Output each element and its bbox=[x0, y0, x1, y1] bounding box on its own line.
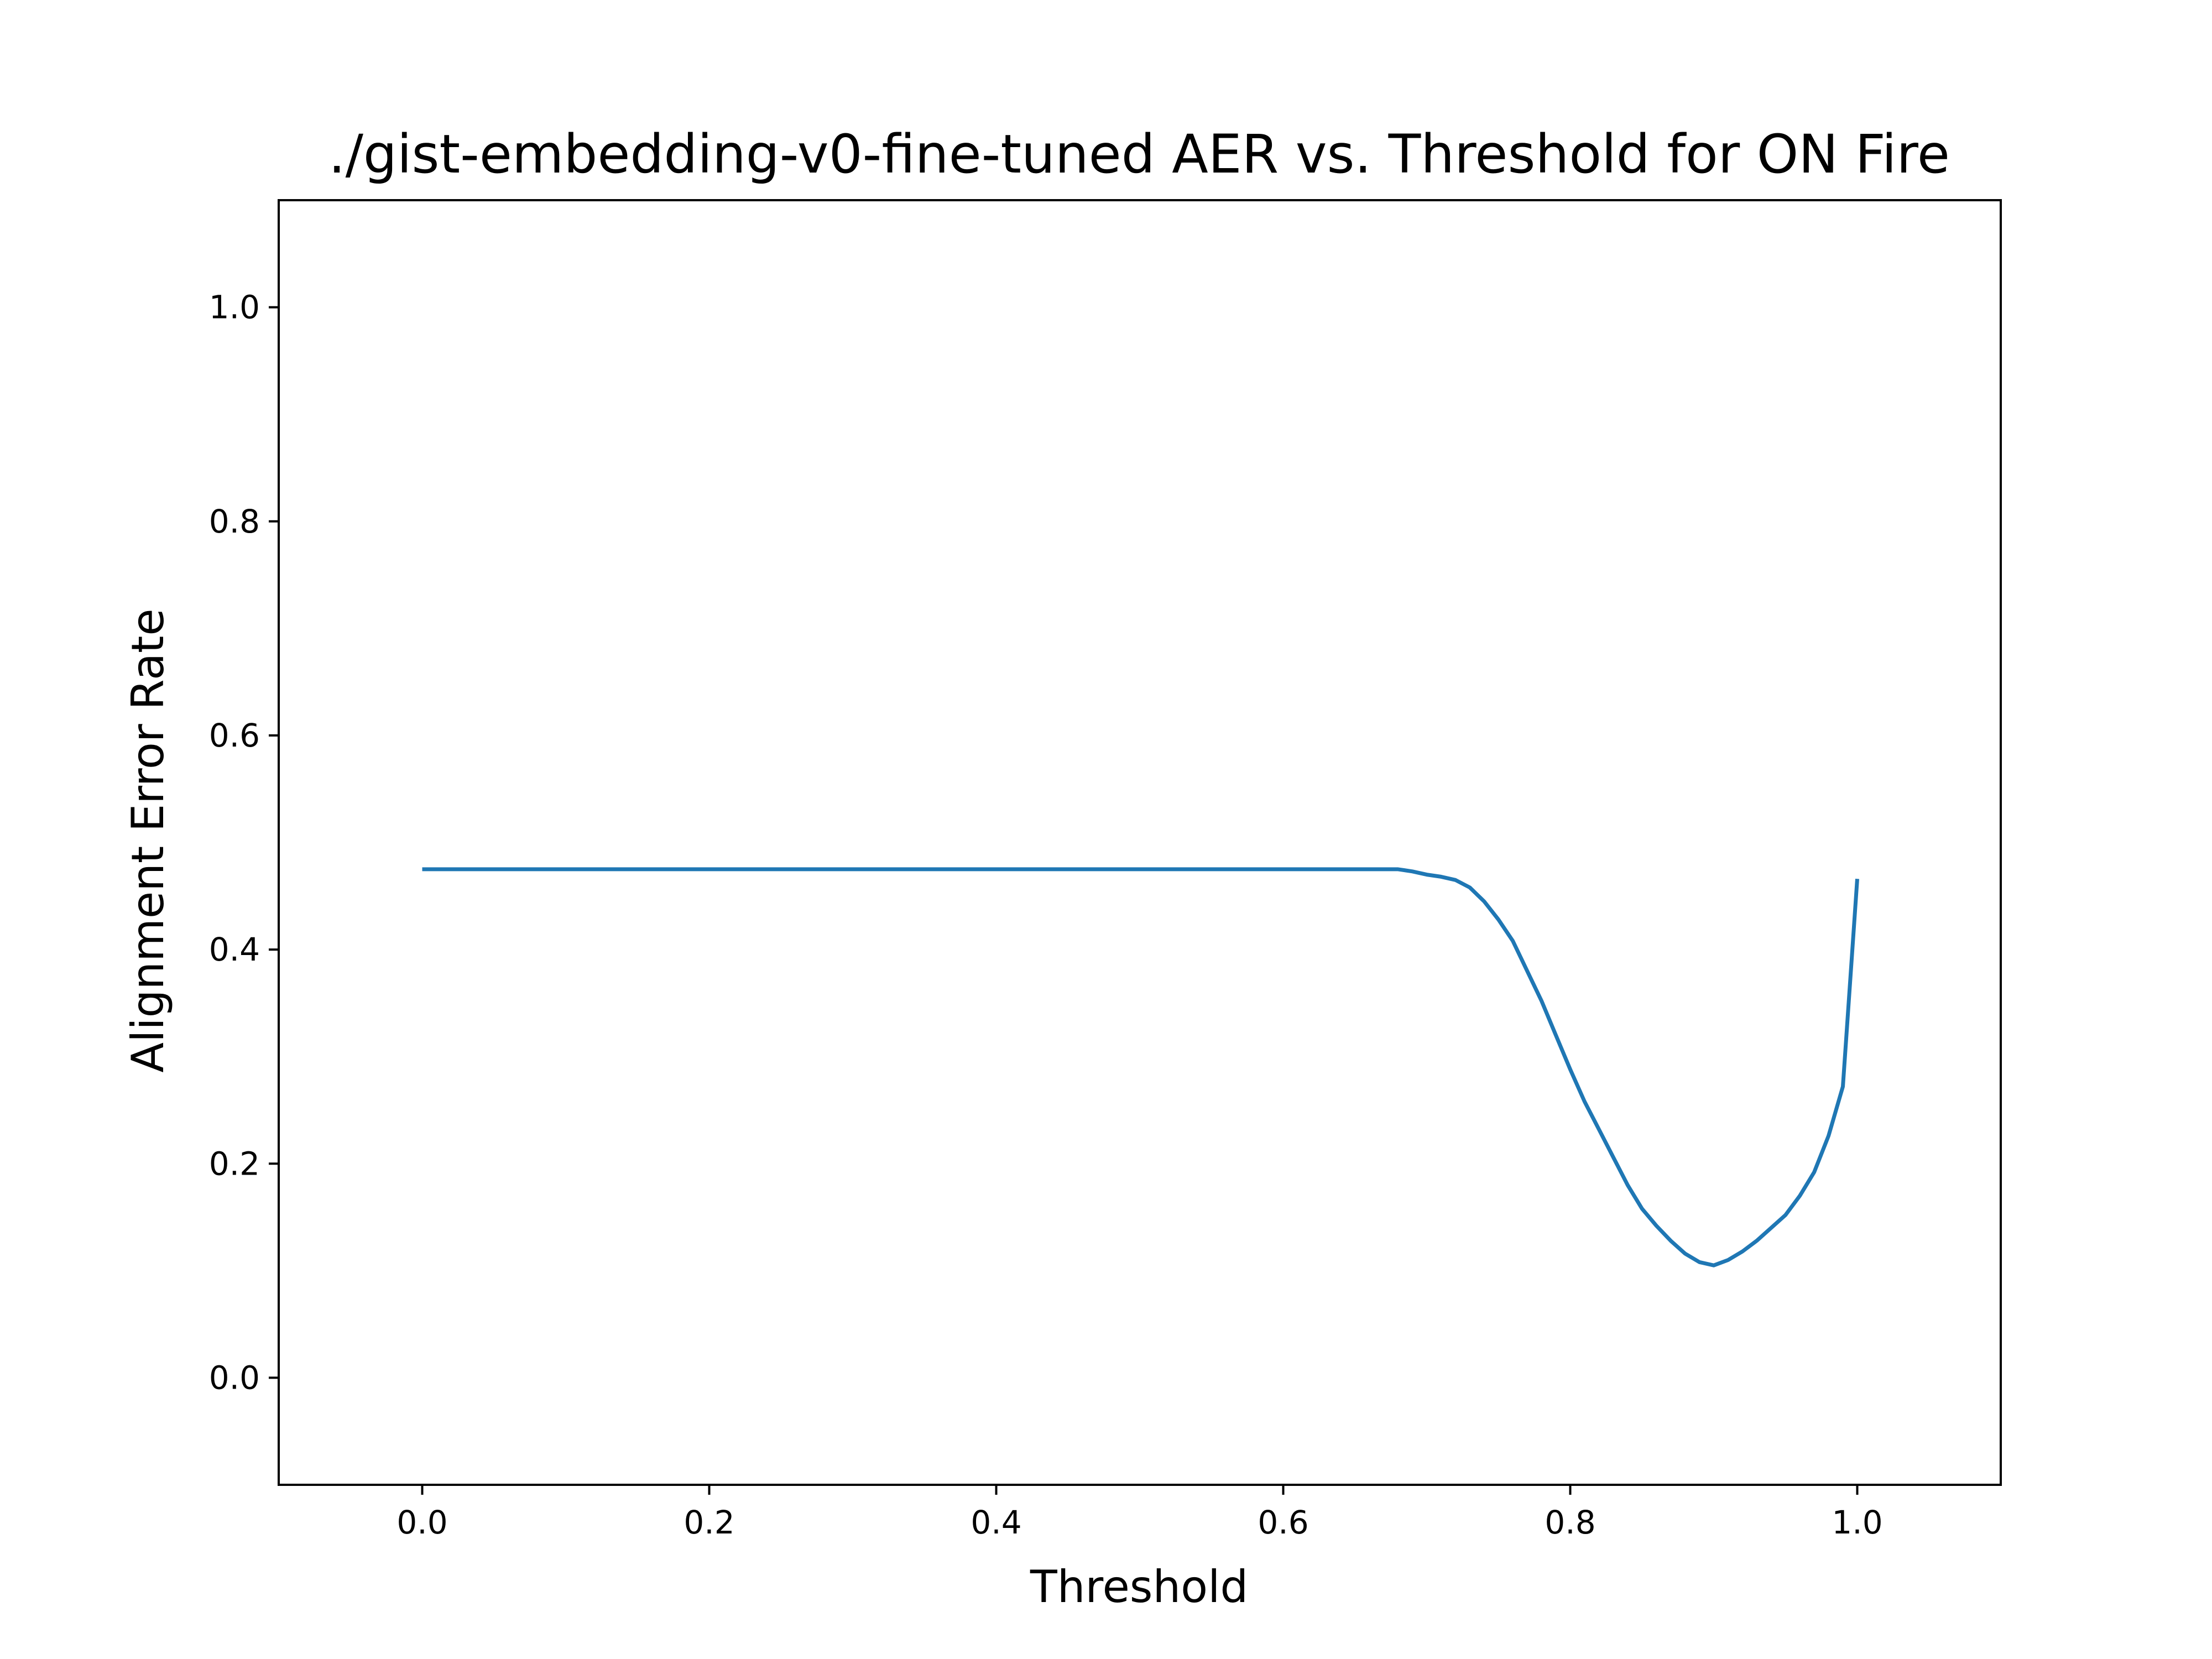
y-tick-label: 0.2 bbox=[209, 1145, 260, 1182]
y-tick-label: 0.4 bbox=[209, 931, 260, 968]
x-tick-label: 0.2 bbox=[684, 1504, 734, 1541]
y-tick-label: 0.8 bbox=[209, 503, 260, 540]
y-axis-title: Alignment Error Rate bbox=[122, 608, 174, 1072]
y-tick-label: 0.0 bbox=[209, 1359, 260, 1396]
x-tick-label: 1.0 bbox=[1832, 1504, 1882, 1541]
plot-area bbox=[422, 867, 1859, 1267]
aer-series-line bbox=[422, 867, 1859, 1267]
x-tick-label: 0.4 bbox=[971, 1504, 1021, 1541]
y-tick-label: 0.6 bbox=[209, 717, 260, 754]
chart-title: ./gist-embedding-v0-fine-tuned AER vs. T… bbox=[328, 123, 1950, 185]
x-tick-label: 0.6 bbox=[1258, 1504, 1308, 1541]
plot-frame bbox=[278, 199, 2002, 1486]
x-tick-label: 0.8 bbox=[1545, 1504, 1595, 1541]
y-tick-label: 1.0 bbox=[209, 289, 260, 326]
x-tick-label: 0.0 bbox=[397, 1504, 447, 1541]
x-axis-title: Threshold bbox=[1030, 1561, 1248, 1613]
x-axis: 0.0 0.2 0.4 0.6 0.8 1.0 bbox=[397, 1485, 1883, 1541]
y-axis: 0.0 0.2 0.4 0.6 0.8 1.0 bbox=[209, 289, 279, 1396]
